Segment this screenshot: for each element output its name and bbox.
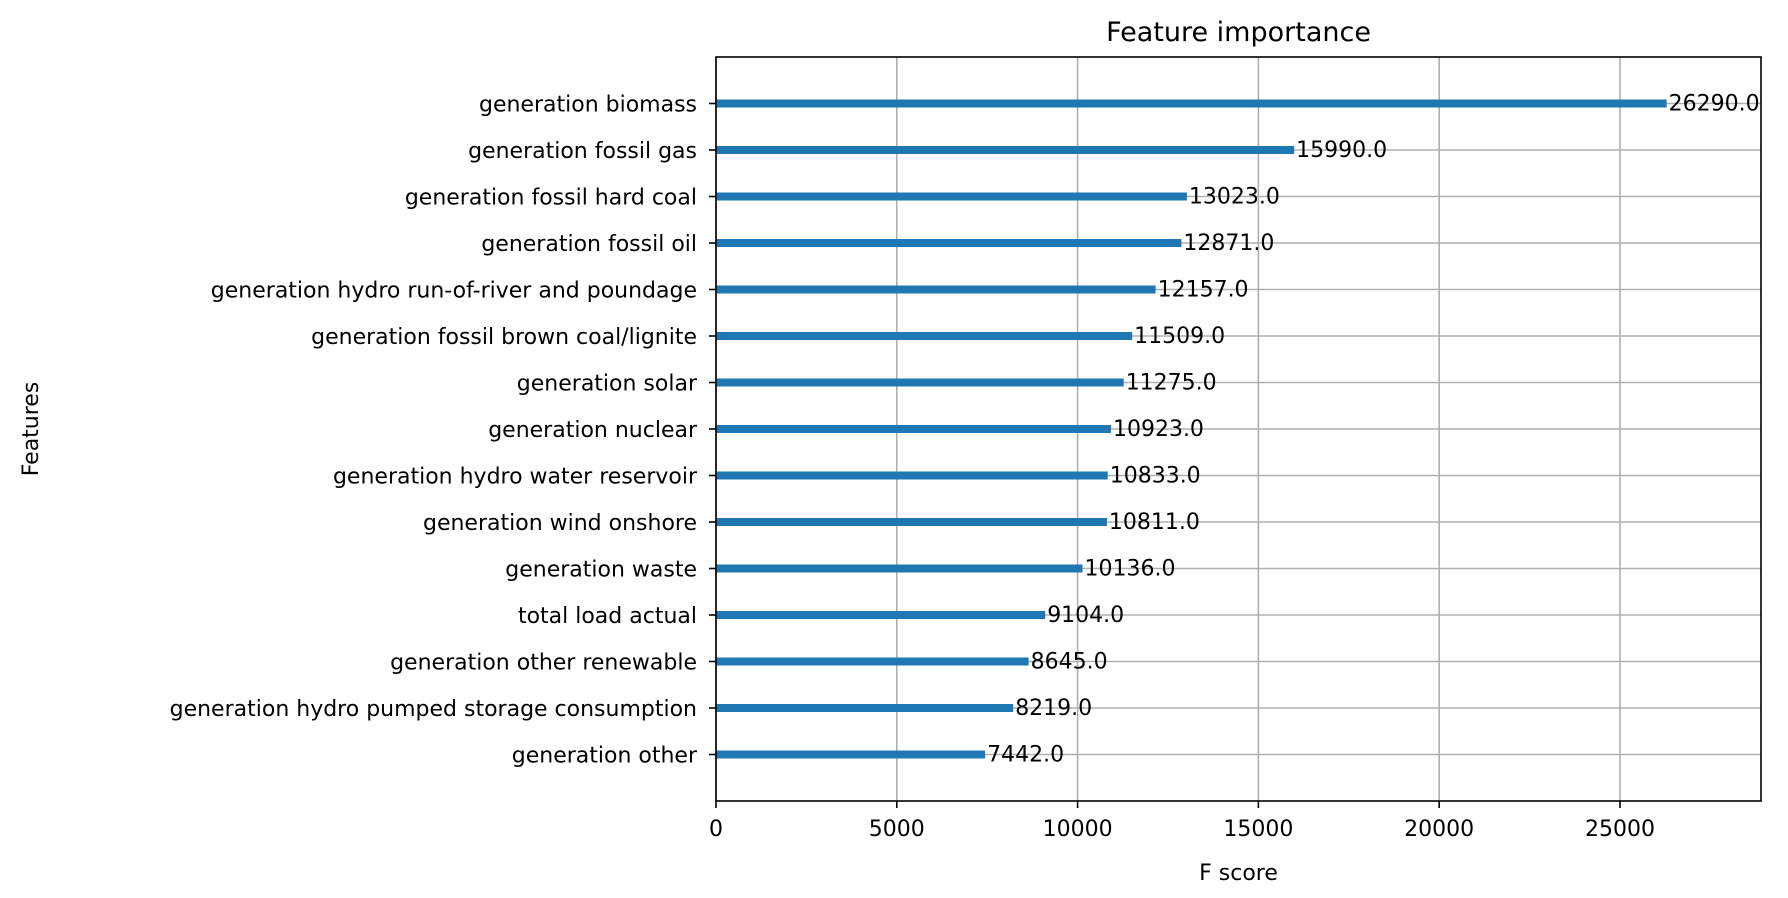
x-tick-label: 5000 (869, 817, 925, 842)
x-tick-label: 20000 (1404, 817, 1474, 842)
value-label: 12871.0 (1183, 231, 1274, 256)
x-tick-label: 0 (709, 817, 723, 842)
value-label: 8645.0 (1031, 650, 1108, 675)
bar (716, 192, 1187, 201)
category-label: generation fossil gas (468, 139, 697, 164)
bar (716, 704, 1014, 712)
bar (716, 471, 1108, 480)
bar (716, 425, 1111, 433)
value-label: 26290.0 (1669, 92, 1760, 117)
bar (716, 99, 1667, 108)
category-label: generation hydro run-of-river and pounda… (211, 279, 697, 304)
bar (716, 285, 1156, 294)
value-label: 12157.0 (1158, 278, 1249, 303)
value-label: 11275.0 (1126, 371, 1217, 396)
value-labels: 26290.0 15990.0 13023.0 12871.0 12157.0 11509… (987, 92, 1760, 768)
bar (716, 239, 1182, 247)
category-label: generation nuclear (488, 418, 698, 443)
category-label: generation fossil brown coal/lignite (311, 325, 697, 350)
y-axis-ticks: generation biomass generation fossil gas g… (170, 93, 716, 769)
x-tick-label: 10000 (1043, 817, 1113, 842)
value-label: 10923.0 (1113, 417, 1204, 442)
value-label: 10136.0 (1085, 557, 1176, 582)
bars (716, 99, 1667, 759)
bar (716, 378, 1124, 387)
chart-title: Feature importance (1106, 17, 1371, 48)
value-label: 13023.0 (1189, 185, 1280, 210)
x-axis-ticks: 0 5000 10000 15000 20000 25000 (709, 801, 1655, 842)
value-label: 10811.0 (1109, 510, 1200, 535)
category-label: total load actual (518, 604, 697, 629)
category-label: generation fossil hard coal (405, 186, 697, 211)
bar (716, 750, 986, 759)
x-axis-label: F score (1199, 861, 1278, 886)
value-label: 11509.0 (1134, 324, 1225, 349)
x-tick-label: 15000 (1223, 817, 1293, 842)
value-label: 7442.0 (987, 743, 1064, 768)
value-label: 9104.0 (1047, 603, 1124, 628)
value-label: 8219.0 (1015, 696, 1092, 721)
bar (716, 564, 1083, 573)
value-label: 15990.0 (1296, 138, 1387, 163)
bar (716, 518, 1107, 526)
x-tick-label: 25000 (1585, 817, 1655, 842)
value-label: 10833.0 (1110, 464, 1201, 489)
y-axis-label: Features (19, 382, 44, 477)
category-label: generation other renewable (390, 651, 697, 676)
bar (716, 611, 1046, 619)
bar (716, 146, 1295, 154)
category-label: generation wind onshore (423, 511, 697, 536)
category-label: generation fossil oil (481, 232, 697, 257)
category-label: generation hydro water reservoir (333, 465, 698, 490)
category-label: generation biomass (479, 93, 697, 118)
bar (716, 657, 1029, 666)
bar (716, 332, 1133, 340)
category-label: generation hydro pumped storage consumpt… (170, 697, 697, 722)
category-label: generation solar (517, 372, 698, 397)
category-label: generation waste (505, 558, 697, 583)
category-label: generation other (512, 744, 698, 769)
